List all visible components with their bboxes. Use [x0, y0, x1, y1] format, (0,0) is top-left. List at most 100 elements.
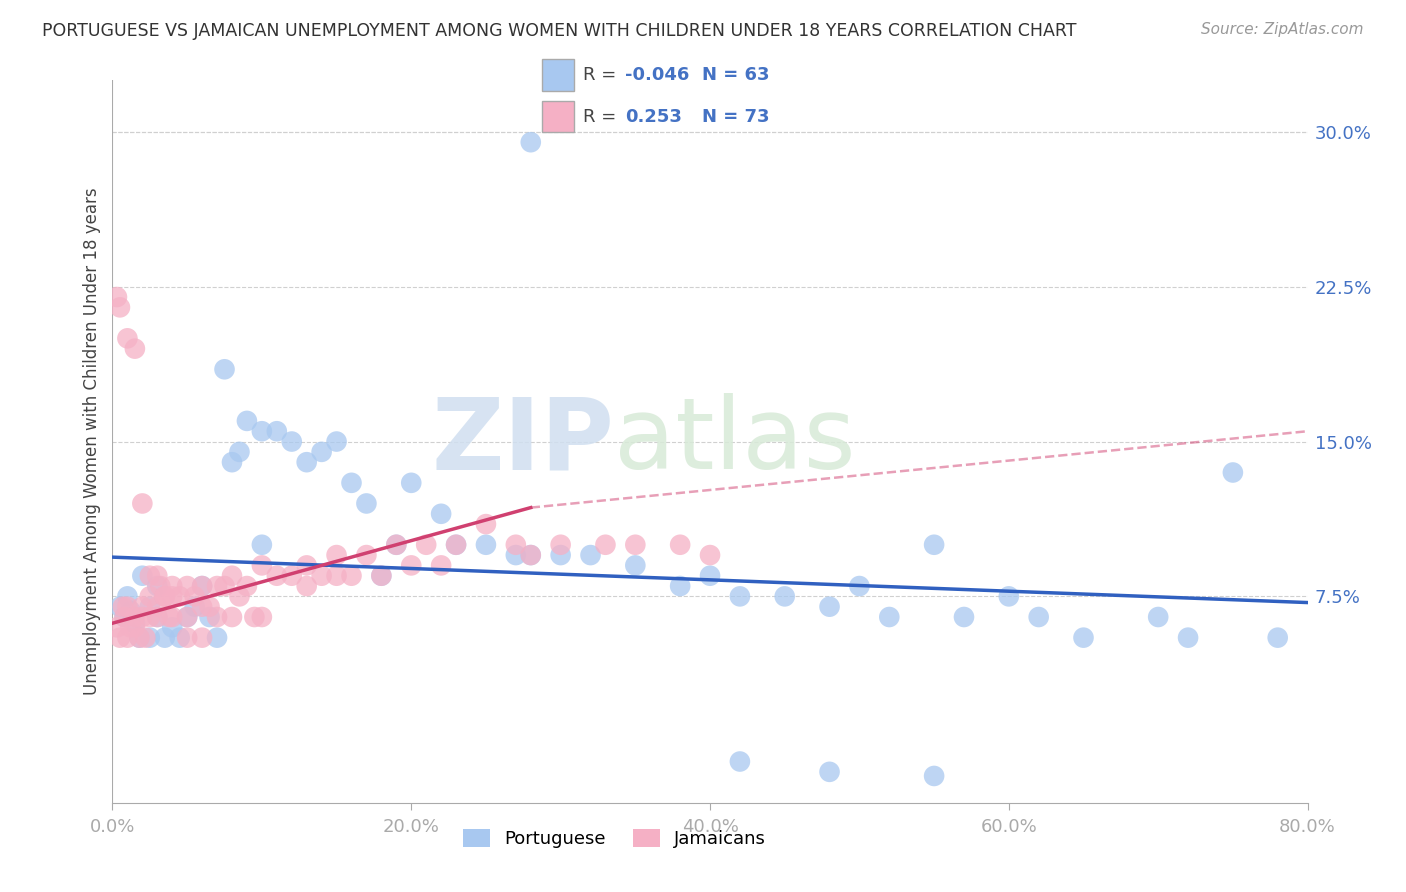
Point: [176, 610, 198, 624]
Text: N = 63: N = 63: [702, 66, 769, 84]
Point: [520, 548, 543, 562]
Point: [162, 579, 183, 593]
Text: PORTUGUESE VS JAMAICAN UNEMPLOYMENT AMONG WOMEN WITH CHILDREN UNDER 18 YEARS COR: PORTUGUESE VS JAMAICAN UNEMPLOYMENT AMON…: [42, 22, 1077, 40]
Point: [105, 620, 128, 634]
Point: [550, 538, 572, 552]
Point: [169, 590, 191, 604]
Point: [128, 631, 150, 645]
Point: [120, 604, 142, 618]
Point: [266, 424, 288, 438]
Text: 0.253: 0.253: [626, 108, 682, 126]
Point: [595, 538, 617, 552]
Point: [281, 434, 304, 449]
Point: [699, 548, 721, 562]
Point: [131, 610, 153, 624]
FancyBboxPatch shape: [541, 101, 574, 132]
Point: [228, 445, 250, 459]
Point: [124, 342, 146, 356]
Point: [124, 610, 146, 624]
Point: [370, 568, 392, 582]
Text: Source: ZipAtlas.com: Source: ZipAtlas.com: [1201, 22, 1364, 37]
Point: [153, 590, 176, 604]
Point: [191, 599, 214, 614]
Point: [176, 579, 198, 593]
Point: [176, 631, 198, 645]
Point: [340, 475, 363, 490]
Point: [953, 610, 976, 624]
Point: [134, 631, 156, 645]
Point: [848, 579, 870, 593]
Point: [728, 755, 751, 769]
Point: [1267, 631, 1289, 645]
Point: [139, 599, 162, 614]
Point: [191, 631, 214, 645]
Point: [176, 610, 198, 624]
Point: [205, 579, 228, 593]
Point: [520, 548, 543, 562]
Point: [117, 331, 139, 345]
Point: [250, 424, 273, 438]
Point: [266, 568, 288, 582]
Point: [139, 568, 162, 582]
Point: [198, 610, 221, 624]
Point: [236, 414, 259, 428]
Point: [415, 538, 437, 552]
Text: atlas: atlas: [614, 393, 856, 490]
Point: [250, 558, 273, 573]
Point: [114, 610, 135, 624]
Point: [311, 568, 333, 582]
Text: ZIP: ZIP: [432, 393, 614, 490]
Point: [579, 548, 602, 562]
Point: [162, 590, 183, 604]
Point: [295, 579, 318, 593]
Point: [281, 568, 304, 582]
Point: [120, 620, 142, 634]
Point: [183, 590, 205, 604]
Point: [153, 590, 176, 604]
Point: [162, 620, 183, 634]
Point: [205, 631, 228, 645]
Point: [728, 590, 751, 604]
Point: [139, 590, 162, 604]
Point: [475, 538, 498, 552]
Point: [105, 290, 128, 304]
Point: [117, 599, 139, 614]
Point: [1147, 610, 1170, 624]
Point: [550, 548, 572, 562]
Point: [191, 579, 214, 593]
Point: [370, 568, 392, 582]
Point: [124, 616, 146, 631]
Point: [356, 548, 378, 562]
Point: [131, 599, 153, 614]
Point: [146, 579, 169, 593]
Point: [149, 579, 172, 593]
Point: [228, 590, 250, 604]
Point: [520, 135, 543, 149]
Point: [922, 538, 945, 552]
Y-axis label: Unemployment Among Women with Children Under 18 years: Unemployment Among Women with Children U…: [83, 187, 101, 696]
Point: [214, 362, 236, 376]
Point: [430, 558, 453, 573]
Point: [250, 610, 273, 624]
Point: [153, 631, 176, 645]
Legend: Portuguese, Jamaicans: Portuguese, Jamaicans: [456, 822, 773, 855]
Point: [250, 538, 273, 552]
Point: [108, 599, 131, 614]
Point: [221, 568, 243, 582]
Point: [295, 455, 318, 469]
Point: [205, 610, 228, 624]
Point: [669, 579, 692, 593]
Point: [773, 590, 796, 604]
Point: [191, 579, 214, 593]
Point: [146, 610, 169, 624]
Point: [325, 548, 347, 562]
Point: [818, 599, 841, 614]
Point: [162, 610, 183, 624]
Point: [295, 558, 318, 573]
Point: [1073, 631, 1095, 645]
Point: [124, 620, 146, 634]
Point: [922, 769, 945, 783]
Point: [818, 764, 841, 779]
Point: [1222, 466, 1244, 480]
Text: N = 73: N = 73: [702, 108, 769, 126]
